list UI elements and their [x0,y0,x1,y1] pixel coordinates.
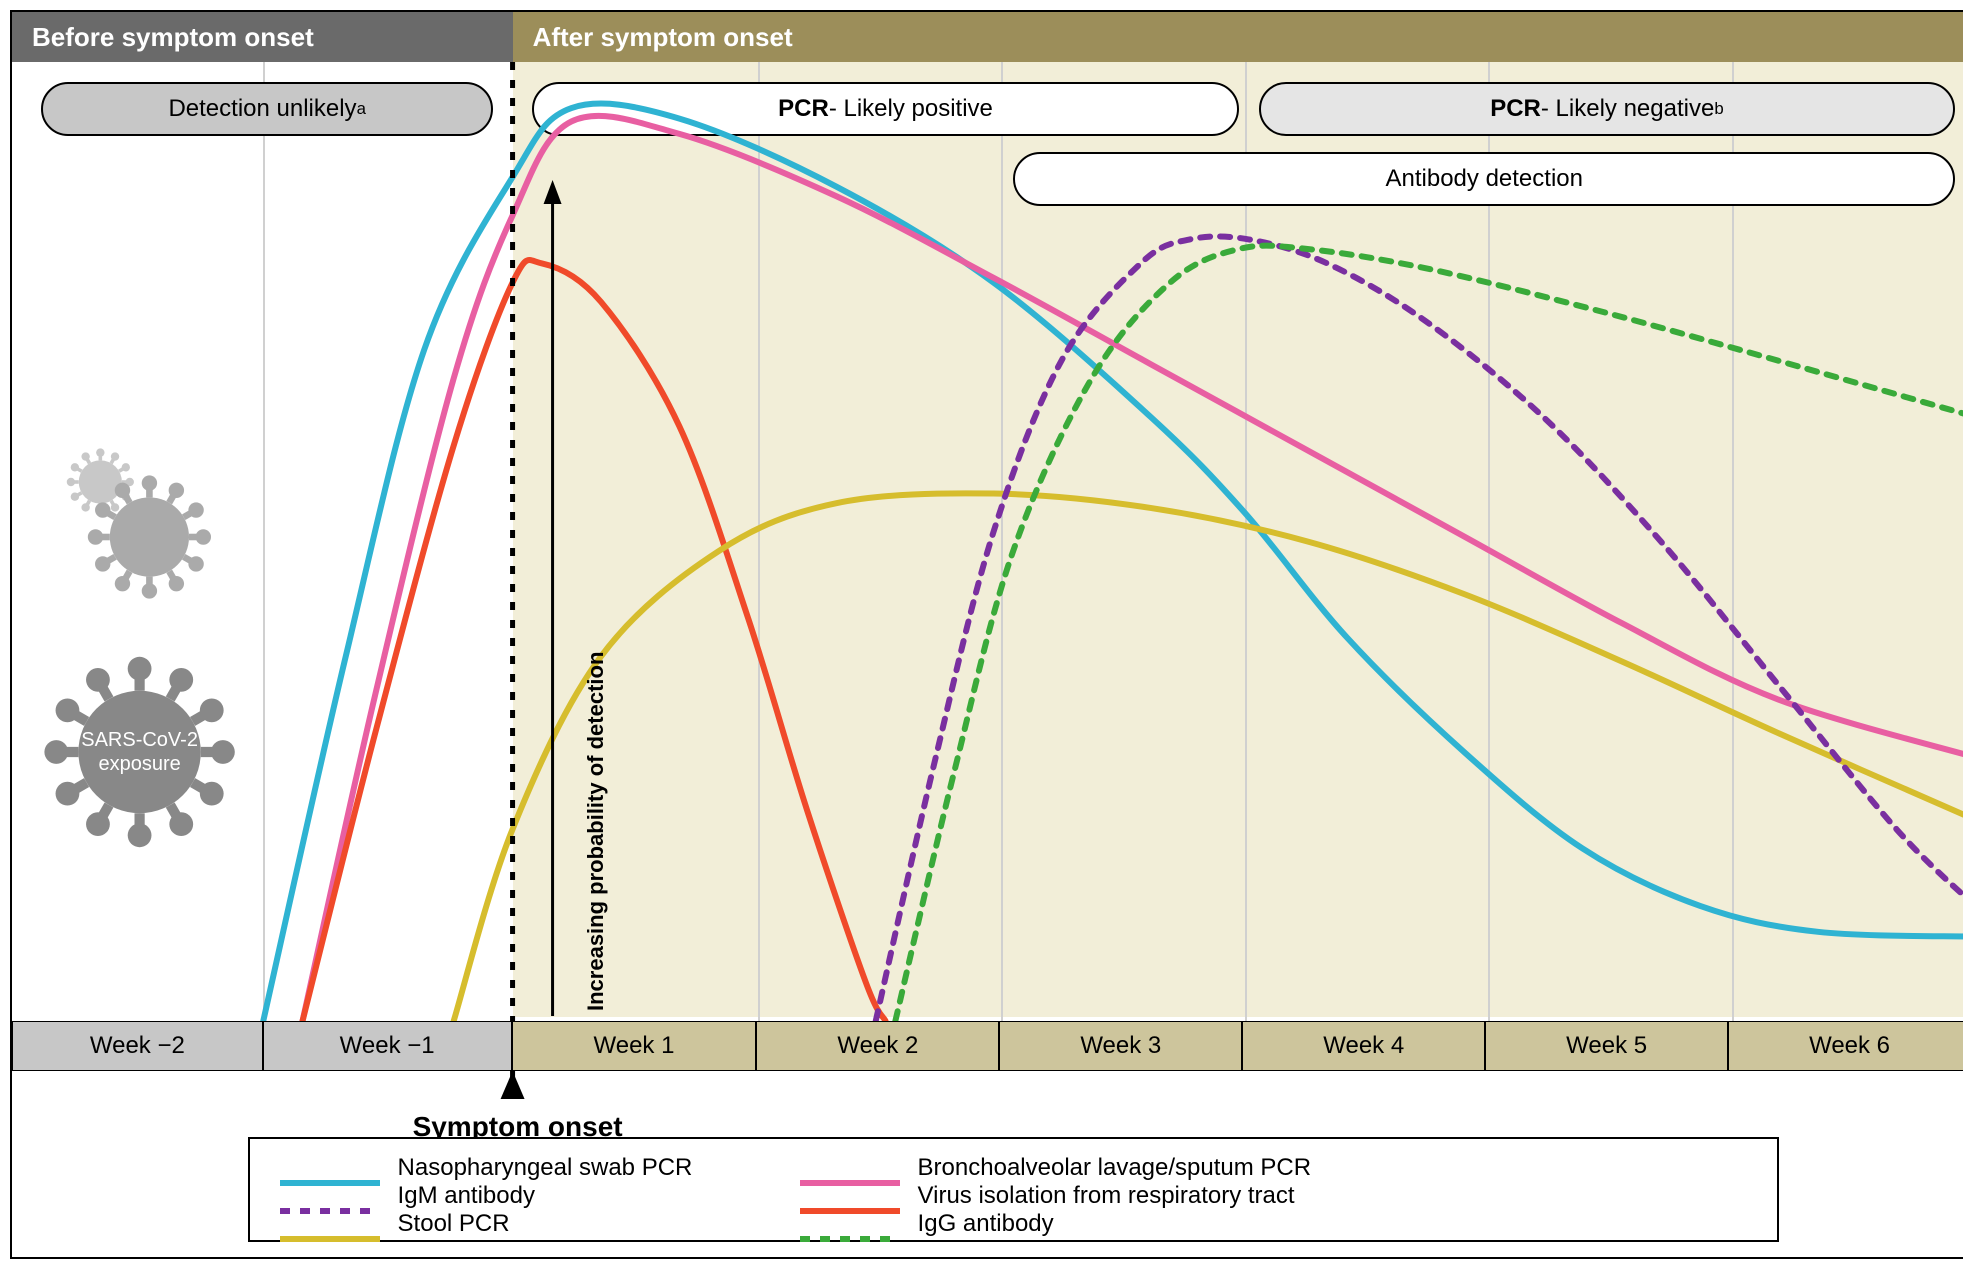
y-axis-label: Increasing probability of detection [583,652,609,1011]
series-igg [895,246,1963,1021]
chart-container: Before symptom onset After symptom onset… [10,10,1963,1259]
legend-label: IgM antibody [398,1182,535,1210]
series-igm [876,236,1963,1021]
legend-item-naso-pcr: Nasopharyngeal swab PCR [280,1154,760,1182]
legend-label: Nasopharyngeal swab PCR [398,1154,693,1182]
x-axis-week-label: Week −2 [12,1021,263,1071]
legend-swatch [280,1166,380,1170]
legend-swatch [800,1166,900,1170]
legend-swatch [280,1194,380,1198]
curves-svg [12,12,1963,1261]
legend-swatch [280,1222,380,1226]
x-axis-week-label: Week 1 [512,1021,757,1071]
series-naso-pcr [263,104,1963,1021]
x-axis-week-label: Week 4 [1242,1021,1485,1071]
legend-item-igm: IgM antibody [280,1182,760,1210]
legend-box: Nasopharyngeal swab PCR Bronchoalveolar l… [248,1137,1779,1242]
legend-item-stool-pcr: Stool PCR [280,1210,760,1238]
legend-item-igg: IgG antibody [800,1210,1280,1238]
x-axis-week-label: Week 5 [1485,1021,1728,1071]
series-stool-pcr [454,493,1963,1021]
x-axis-bar: Week −2Week −1Week 1Week 2Week 3Week 4We… [12,1021,1963,1071]
virus-exposure-label: SARS-CoV-2exposure [80,728,200,776]
x-axis-week-label: Week 2 [756,1021,999,1071]
legend-item-virus-isolation: Virus isolation from respiratory tract [800,1182,1295,1210]
x-axis-week-label: Week 3 [999,1021,1242,1071]
legend-swatch [800,1194,900,1198]
legend-swatch [800,1222,900,1226]
legend-label: Bronchoalveolar lavage/sputum PCR [918,1154,1312,1182]
x-axis-week-label: Week 6 [1728,1021,1963,1071]
legend-label: Stool PCR [398,1210,510,1238]
x-axis-week-label: Week −1 [263,1021,512,1071]
legend-item-bal-sputum: Bronchoalveolar lavage/sputum PCR [800,1154,1312,1182]
legend-label: Virus isolation from respiratory tract [918,1182,1295,1210]
legend-label: IgG antibody [918,1210,1054,1238]
